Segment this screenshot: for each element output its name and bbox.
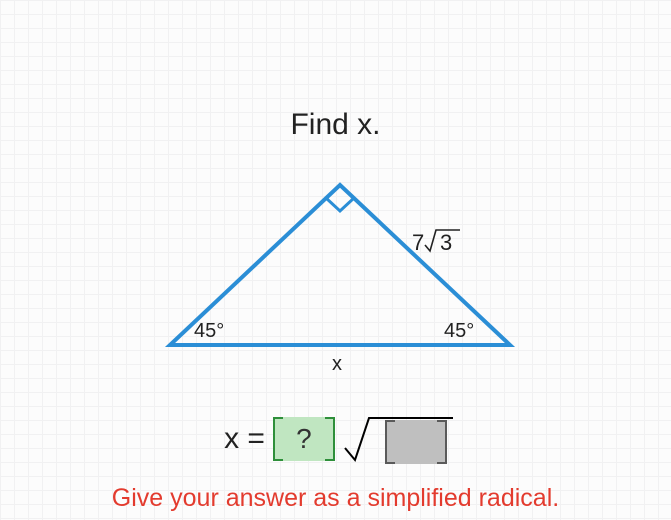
coefficient-input-box[interactable]: ? <box>273 417 335 461</box>
angle-right-label: 45° <box>444 320 474 342</box>
radicand-input-box[interactable] <box>385 420 447 464</box>
coefficient-placeholder: ? <box>296 423 312 455</box>
svg-text:7: 7 <box>412 230 424 255</box>
triangle-diagram: 45° 45° 7 3 x <box>160 175 520 385</box>
angle-left-label: 45° <box>194 320 224 342</box>
equation-lhs: x = <box>224 422 265 456</box>
right-angle-marker <box>326 198 354 211</box>
svg-text:3: 3 <box>440 230 452 255</box>
instruction-text: Give your answer as a simplified radical… <box>0 484 671 513</box>
side-right-label: 7 3 <box>412 230 460 255</box>
base-label: x <box>332 353 342 375</box>
answer-row: x = ? <box>0 414 671 464</box>
problem-title: Find x. <box>0 108 671 142</box>
